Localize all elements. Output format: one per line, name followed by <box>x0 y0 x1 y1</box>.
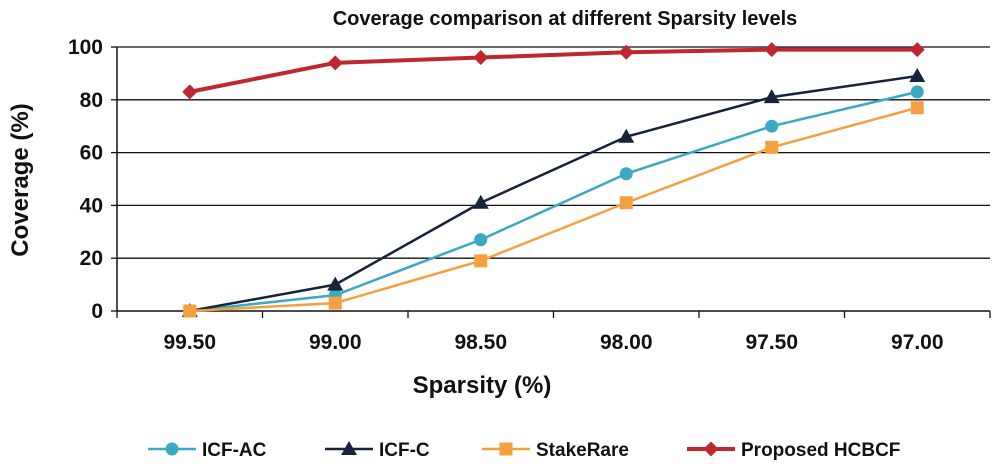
data-point-stakerare-5 <box>910 101 924 115</box>
axes <box>116 47 990 312</box>
legend-marker-stakerare <box>499 442 513 456</box>
legend: ICF-AC ICF-C StakeRare Proposed HCBCF <box>148 440 900 461</box>
legend-label-stakerare: StakeRare <box>536 440 629 461</box>
data-point-stakerare-1 <box>328 296 342 310</box>
series-line-icf-c <box>189 74 918 313</box>
data-point-proposed-hcbcf-4 <box>764 42 780 58</box>
series-line-proposed-hcbcf <box>189 47 918 94</box>
x-tick-label-98.50: 98.50 <box>454 331 507 354</box>
data-point-stakerare-4 <box>765 140 779 154</box>
data-point-stakerare-0 <box>183 304 197 318</box>
x-tick-label-97.50: 97.50 <box>745 331 798 354</box>
data-point-icf-c-5 <box>909 68 926 83</box>
y-tick-label-0: 0 <box>91 300 103 323</box>
y-tick-label-40: 40 <box>80 194 103 217</box>
y-tick-label-100: 100 <box>68 36 103 59</box>
chart-title: Coverage comparison at different Sparsit… <box>333 8 798 30</box>
x-tick-label-99.00: 99.00 <box>309 331 362 354</box>
data-point-icf-c-4 <box>763 89 780 104</box>
series-line-stakerare <box>189 106 918 313</box>
data-point-icf-ac-3 <box>619 167 633 181</box>
data-point-proposed-hcbcf-2 <box>473 50 489 66</box>
series-line-icf-ac <box>189 90 918 313</box>
data-point-proposed-hcbcf-3 <box>618 44 634 60</box>
y-tick-label-60: 60 <box>80 142 103 165</box>
legend-label-proposed-hcbcf: Proposed HCBCF <box>741 440 900 461</box>
y-axis-ticks: 0 20 40 60 80 100 <box>68 36 117 323</box>
data-point-stakerare-2 <box>474 254 488 268</box>
series-icf-c <box>181 68 926 317</box>
data-point-icf-c-1 <box>327 276 344 291</box>
data-point-stakerare-3 <box>619 196 633 210</box>
legend-item-stakerare: StakeRare <box>482 440 629 461</box>
data-point-icf-c-3 <box>618 128 635 143</box>
y-axis-label: Coverage (%) <box>7 103 34 256</box>
legend-item-icf-ac: ICF-AC <box>148 440 267 461</box>
data-point-icf-ac-5 <box>910 85 924 99</box>
x-axis-ticks: 99.50 99.00 98.50 98.00 97.50 97.00 <box>116 311 991 354</box>
data-point-icf-c-2 <box>472 194 489 209</box>
data-point-icf-ac-2 <box>474 233 488 247</box>
legend-label-icf-c: ICF-C <box>379 440 430 461</box>
y-tick-label-80: 80 <box>80 89 103 112</box>
data-point-proposed-hcbcf-1 <box>327 55 343 71</box>
data-point-proposed-hcbcf-5 <box>909 42 925 58</box>
x-tick-label-98.00: 98.00 <box>600 331 653 354</box>
series-stakerare <box>183 101 924 318</box>
gridlines <box>117 46 990 259</box>
series-icf-ac <box>183 85 924 318</box>
series-group <box>181 42 926 318</box>
series-proposed-hcbcf <box>182 42 925 100</box>
x-axis-label: Sparsity (%) <box>413 372 552 399</box>
x-tick-label-97.00: 97.00 <box>891 331 944 354</box>
legend-label-icf-ac: ICF-AC <box>202 440 267 461</box>
data-point-icf-ac-4 <box>765 119 779 133</box>
legend-marker-icf-c <box>341 441 357 455</box>
legend-marker-proposed-hcbcf <box>703 441 719 457</box>
data-point-proposed-hcbcf-0 <box>182 84 198 100</box>
y-tick-label-20: 20 <box>80 247 103 270</box>
legend-marker-icf-ac <box>165 442 179 456</box>
legend-item-proposed-hcbcf: Proposed HCBCF <box>687 440 900 461</box>
legend-item-icf-c: ICF-C <box>325 440 430 461</box>
x-tick-label-99.50: 99.50 <box>163 331 216 354</box>
